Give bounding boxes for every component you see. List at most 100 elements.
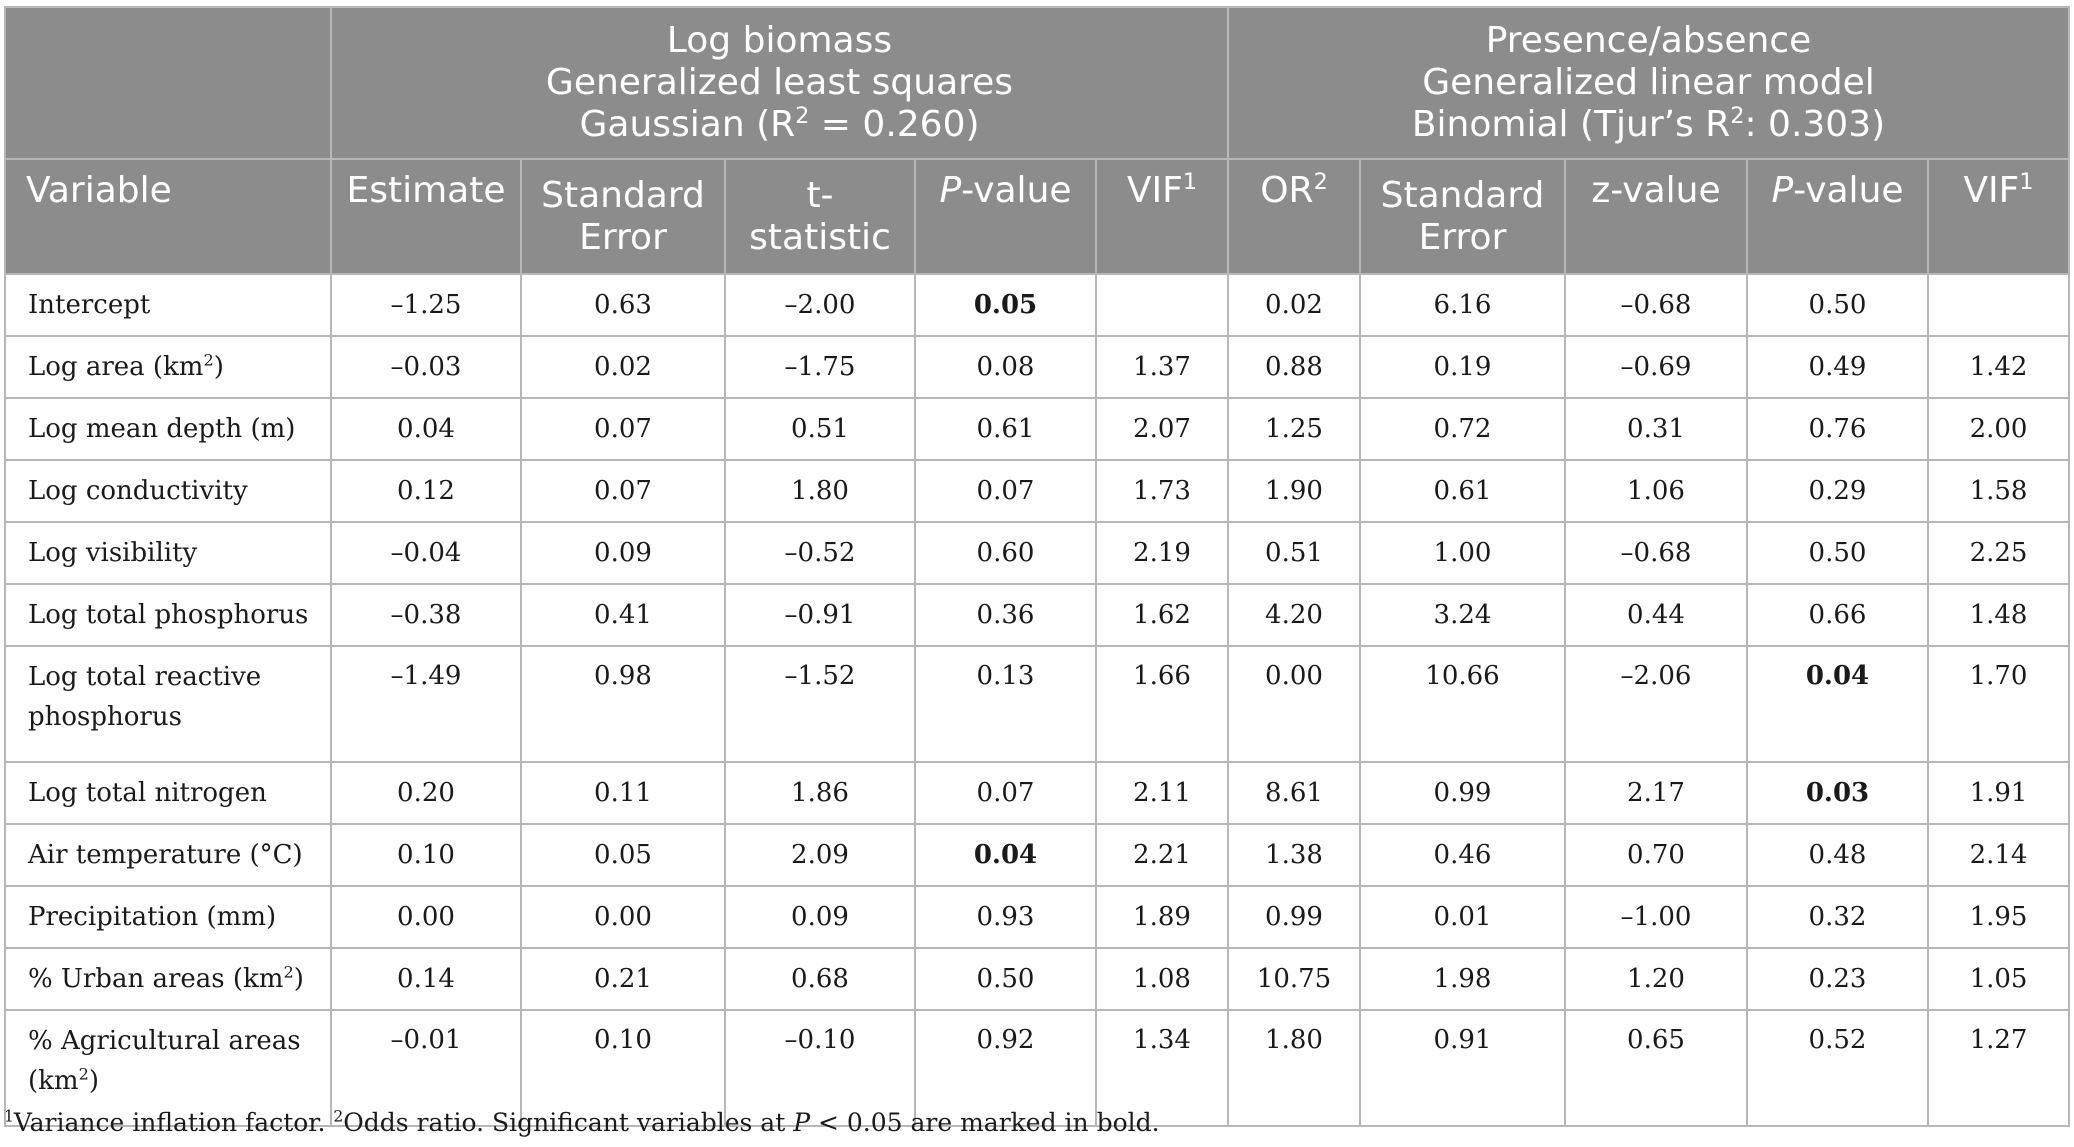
col-standard-error-2: Standard Error <box>1359 158 1566 275</box>
row-label: % Urban areas (km2) <box>4 947 332 1011</box>
cell-se2: 1.98 <box>1359 947 1566 1011</box>
cell-p2: 0.52 <box>1746 1009 1929 1127</box>
cell-p2: 0.48 <box>1746 823 1929 887</box>
cell-t: –1.75 <box>724 335 916 399</box>
col-t-statistic: t-statistic <box>724 158 916 275</box>
table-row: Log total phosphorus –0.38 0.41 –0.91 0.… <box>4 583 2071 647</box>
cell-estimate: –0.38 <box>330 583 522 647</box>
col-vif-2: VIF1 <box>1926 158 2071 275</box>
header-corner <box>4 6 332 160</box>
cell-t: –1.52 <box>724 645 916 763</box>
cell-vif2: 1.42 <box>1926 335 2071 399</box>
cell-or: 1.25 <box>1227 397 1361 461</box>
cell-p1: 0.08 <box>914 335 1097 399</box>
group2-fit: Binomial (Tjur’s R2: 0.303) <box>1411 103 1886 145</box>
cell-z: 0.44 <box>1564 583 1748 647</box>
cell-or: 4.20 <box>1227 583 1361 647</box>
cell-vif2: 2.14 <box>1926 823 2071 887</box>
cell-vif2: 2.25 <box>1926 521 2071 585</box>
table-row: Log total nitrogen 0.20 0.11 1.86 0.07 2… <box>4 761 2071 825</box>
cell-se1: 0.10 <box>520 1009 726 1127</box>
cell-vif1: 2.21 <box>1095 823 1229 887</box>
row-label: Log conductivity <box>4 459 332 523</box>
cell-p1: 0.07 <box>914 459 1097 523</box>
cell-se2: 1.00 <box>1359 521 1566 585</box>
cell-estimate: 0.04 <box>330 397 522 461</box>
cell-z: 0.70 <box>1564 823 1748 887</box>
cell-vif2: 1.58 <box>1926 459 2071 523</box>
cell-se2: 0.61 <box>1359 459 1566 523</box>
cell-or: 0.00 <box>1227 645 1361 763</box>
table-row: Intercept –1.25 0.63 –2.00 0.05 0.02 6.1… <box>4 273 2071 337</box>
table-row: Log visibility –0.04 0.09 –0.52 0.60 2.1… <box>4 521 2071 585</box>
cell-vif1: 1.66 <box>1095 645 1229 763</box>
table-row: Precipitation (mm) 0.00 0.00 0.09 0.93 1… <box>4 885 2071 949</box>
cell-or: 0.51 <box>1227 521 1361 585</box>
row-label: % Agricultural areas (km2) <box>4 1009 332 1127</box>
cell-p2: 0.50 <box>1746 521 1929 585</box>
cell-p2: 0.50 <box>1746 273 1929 337</box>
cell-z: 1.06 <box>1564 459 1748 523</box>
col-estimate: Estimate <box>330 158 522 275</box>
row-label: Log total reactive phosphorus <box>4 645 332 763</box>
table-row: % Urban areas (km2) 0.14 0.21 0.68 0.50 … <box>4 947 2071 1011</box>
cell-z: –1.00 <box>1564 885 1748 949</box>
cell-p1: 0.92 <box>914 1009 1097 1127</box>
cell-t: 1.80 <box>724 459 916 523</box>
group1-title: Log biomass <box>666 20 893 61</box>
cell-vif2: 1.05 <box>1926 947 2071 1011</box>
cell-vif1: 2.07 <box>1095 397 1229 461</box>
cell-se2: 3.24 <box>1359 583 1566 647</box>
row-label: Log mean depth (m) <box>4 397 332 461</box>
cell-z: –0.68 <box>1564 273 1748 337</box>
col-p-value-1: P-value <box>914 158 1097 275</box>
cell-p2: 0.29 <box>1746 459 1929 523</box>
cell-se1: 0.41 <box>520 583 726 647</box>
cell-estimate: 0.14 <box>330 947 522 1011</box>
cell-vif1: 1.73 <box>1095 459 1229 523</box>
cell-vif2: 1.48 <box>1926 583 2071 647</box>
table-row: Log total reactive phosphorus –1.49 0.98 … <box>4 645 2071 763</box>
cell-t: 0.51 <box>724 397 916 461</box>
cell-p1: 0.05 <box>914 273 1097 337</box>
cell-se1: 0.07 <box>520 459 726 523</box>
cell-p2: 0.23 <box>1746 947 1929 1011</box>
cell-se1: 0.02 <box>520 335 726 399</box>
cell-or: 1.90 <box>1227 459 1361 523</box>
cell-se1: 0.07 <box>520 397 726 461</box>
cell-p1: 0.36 <box>914 583 1097 647</box>
cell-vif1: 1.89 <box>1095 885 1229 949</box>
cell-vif1: 1.62 <box>1095 583 1229 647</box>
cell-vif2: 1.70 <box>1926 645 2071 763</box>
row-label: Precipitation (mm) <box>4 885 332 949</box>
cell-se1: 0.11 <box>520 761 726 825</box>
cell-vif2 <box>1926 273 2071 337</box>
cell-t: 0.09 <box>724 885 916 949</box>
cell-t: 1.86 <box>724 761 916 825</box>
cell-estimate: –1.49 <box>330 645 522 763</box>
cell-p2: 0.66 <box>1746 583 1929 647</box>
cell-se2: 0.99 <box>1359 761 1566 825</box>
cell-p1: 0.07 <box>914 761 1097 825</box>
cell-p1: 0.50 <box>914 947 1097 1011</box>
group2-title: Presence/absence <box>1485 20 1812 61</box>
cell-z: 0.31 <box>1564 397 1748 461</box>
cell-se1: 0.98 <box>520 645 726 763</box>
cell-estimate: 0.00 <box>330 885 522 949</box>
row-label: Log total phosphorus <box>4 583 332 647</box>
cell-or: 1.38 <box>1227 823 1361 887</box>
cell-or: 0.88 <box>1227 335 1361 399</box>
cell-vif1: 1.34 <box>1095 1009 1229 1127</box>
cell-estimate: 0.20 <box>330 761 522 825</box>
table-row: Log conductivity 0.12 0.07 1.80 0.07 1.7… <box>4 459 2071 523</box>
cell-z: 1.20 <box>1564 947 1748 1011</box>
cell-p1: 0.13 <box>914 645 1097 763</box>
col-z-value: z-value <box>1564 158 1748 275</box>
cell-estimate: –1.25 <box>330 273 522 337</box>
cell-se1: 0.09 <box>520 521 726 585</box>
cell-vif1: 1.08 <box>1095 947 1229 1011</box>
table-row: Log area (km2) –0.03 0.02 –1.75 0.08 1.3… <box>4 335 2071 399</box>
cell-vif1: 2.11 <box>1095 761 1229 825</box>
cell-z: –0.68 <box>1564 521 1748 585</box>
cell-estimate: 0.12 <box>330 459 522 523</box>
